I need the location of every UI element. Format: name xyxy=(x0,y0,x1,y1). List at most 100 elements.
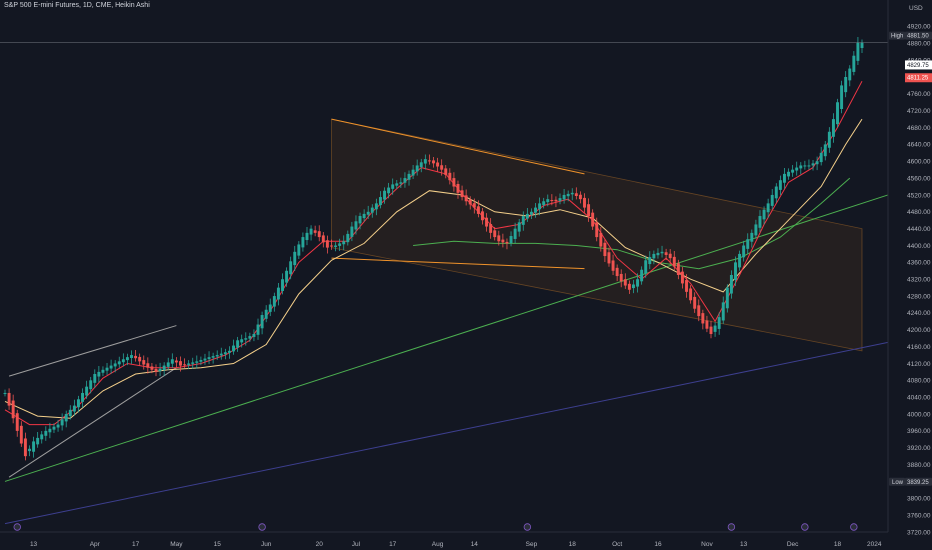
event-marker xyxy=(850,523,858,531)
candle-body xyxy=(211,356,215,358)
candle xyxy=(146,357,150,374)
candle xyxy=(81,388,85,408)
candle-body xyxy=(391,184,395,189)
candle xyxy=(203,353,207,365)
candle-body xyxy=(734,262,737,281)
candle-body xyxy=(595,222,599,238)
candle-body xyxy=(513,228,517,239)
candle-body xyxy=(497,235,501,242)
event-marker xyxy=(523,523,532,531)
candle xyxy=(803,160,807,170)
candle xyxy=(223,348,227,360)
candle-body xyxy=(85,386,89,396)
candle xyxy=(521,211,525,231)
candle xyxy=(546,194,550,207)
time-tick-label: 17 xyxy=(389,541,397,548)
candle xyxy=(3,389,7,397)
candle-body xyxy=(823,144,827,157)
candle-body xyxy=(113,363,117,367)
candle xyxy=(542,197,546,209)
candle-body xyxy=(448,172,452,181)
candle-body xyxy=(464,195,468,202)
time-axis[interactable]: 13 Apr 17 May 15 Jun 20 Jul 17 Aug 14 Sep 18 Oct 16 Nov… xyxy=(0,523,888,548)
candle xyxy=(248,332,252,342)
high-value-bg xyxy=(905,31,932,40)
candle xyxy=(823,141,827,161)
candle xyxy=(366,205,370,219)
time-tick-label: Jun xyxy=(261,541,272,548)
price-tick-label: 3720.00 xyxy=(907,529,931,536)
candle xyxy=(436,157,440,172)
candle xyxy=(481,208,484,225)
candle xyxy=(660,245,664,258)
candle xyxy=(860,39,864,54)
candle-body xyxy=(362,213,366,219)
candle xyxy=(501,233,505,248)
candle-body xyxy=(105,367,109,371)
candle-body xyxy=(7,392,11,406)
candle-body xyxy=(660,251,664,254)
price-tick-label: 4200.00 xyxy=(907,327,931,334)
candle-body xyxy=(778,180,782,190)
candle-body xyxy=(542,201,546,206)
candle xyxy=(301,232,305,252)
candle xyxy=(627,280,631,294)
candle xyxy=(28,445,31,457)
time-tick-label: Dec xyxy=(787,541,799,548)
candle xyxy=(419,158,423,173)
candle xyxy=(676,259,680,280)
candle xyxy=(317,225,321,242)
close-tag-bg xyxy=(905,60,932,70)
candle xyxy=(370,204,374,218)
candle xyxy=(227,346,231,359)
candle-body xyxy=(709,326,713,334)
candle xyxy=(611,254,615,275)
candle-body xyxy=(554,199,558,202)
candle xyxy=(831,113,835,143)
candle xyxy=(411,165,415,179)
candle xyxy=(297,241,301,259)
candle-body xyxy=(395,183,399,186)
candle-body xyxy=(648,257,652,265)
candle-body xyxy=(309,228,313,235)
candle xyxy=(432,157,435,168)
candle xyxy=(811,159,815,171)
candle xyxy=(183,358,187,368)
candle-body xyxy=(64,414,68,422)
candle xyxy=(672,250,676,270)
candle-body xyxy=(419,162,423,168)
price-tick-label: 4160.00 xyxy=(907,344,931,351)
candle-body xyxy=(578,194,582,200)
candle xyxy=(330,239,333,250)
candle xyxy=(574,187,578,200)
time-tick-label: Oct xyxy=(612,541,622,548)
candle xyxy=(554,196,558,208)
candle xyxy=(464,189,468,206)
price-tick-label: 4600.00 xyxy=(907,159,931,166)
candle xyxy=(195,355,199,369)
candle xyxy=(591,209,595,230)
candle xyxy=(134,349,138,362)
event-marker xyxy=(13,523,21,531)
candle-body xyxy=(432,160,435,164)
candle xyxy=(538,197,542,216)
candle xyxy=(23,432,27,461)
candle xyxy=(191,357,195,369)
candle xyxy=(525,208,529,222)
candle-body xyxy=(40,434,44,440)
candle-body xyxy=(15,413,19,431)
candle-body xyxy=(11,400,15,419)
candle-body xyxy=(631,284,635,289)
price-axis[interactable]: USD4920.004880.004840.004800.004760.0047… xyxy=(887,0,932,550)
candle xyxy=(7,388,11,410)
candle xyxy=(562,189,566,204)
event-marker xyxy=(801,523,809,531)
candle-body xyxy=(423,159,427,164)
candle xyxy=(566,190,570,202)
candle xyxy=(440,159,444,176)
candle-body xyxy=(383,190,386,200)
candle xyxy=(852,51,856,76)
candle-body xyxy=(183,364,187,366)
price-tick-label: 3960.00 xyxy=(907,428,931,435)
